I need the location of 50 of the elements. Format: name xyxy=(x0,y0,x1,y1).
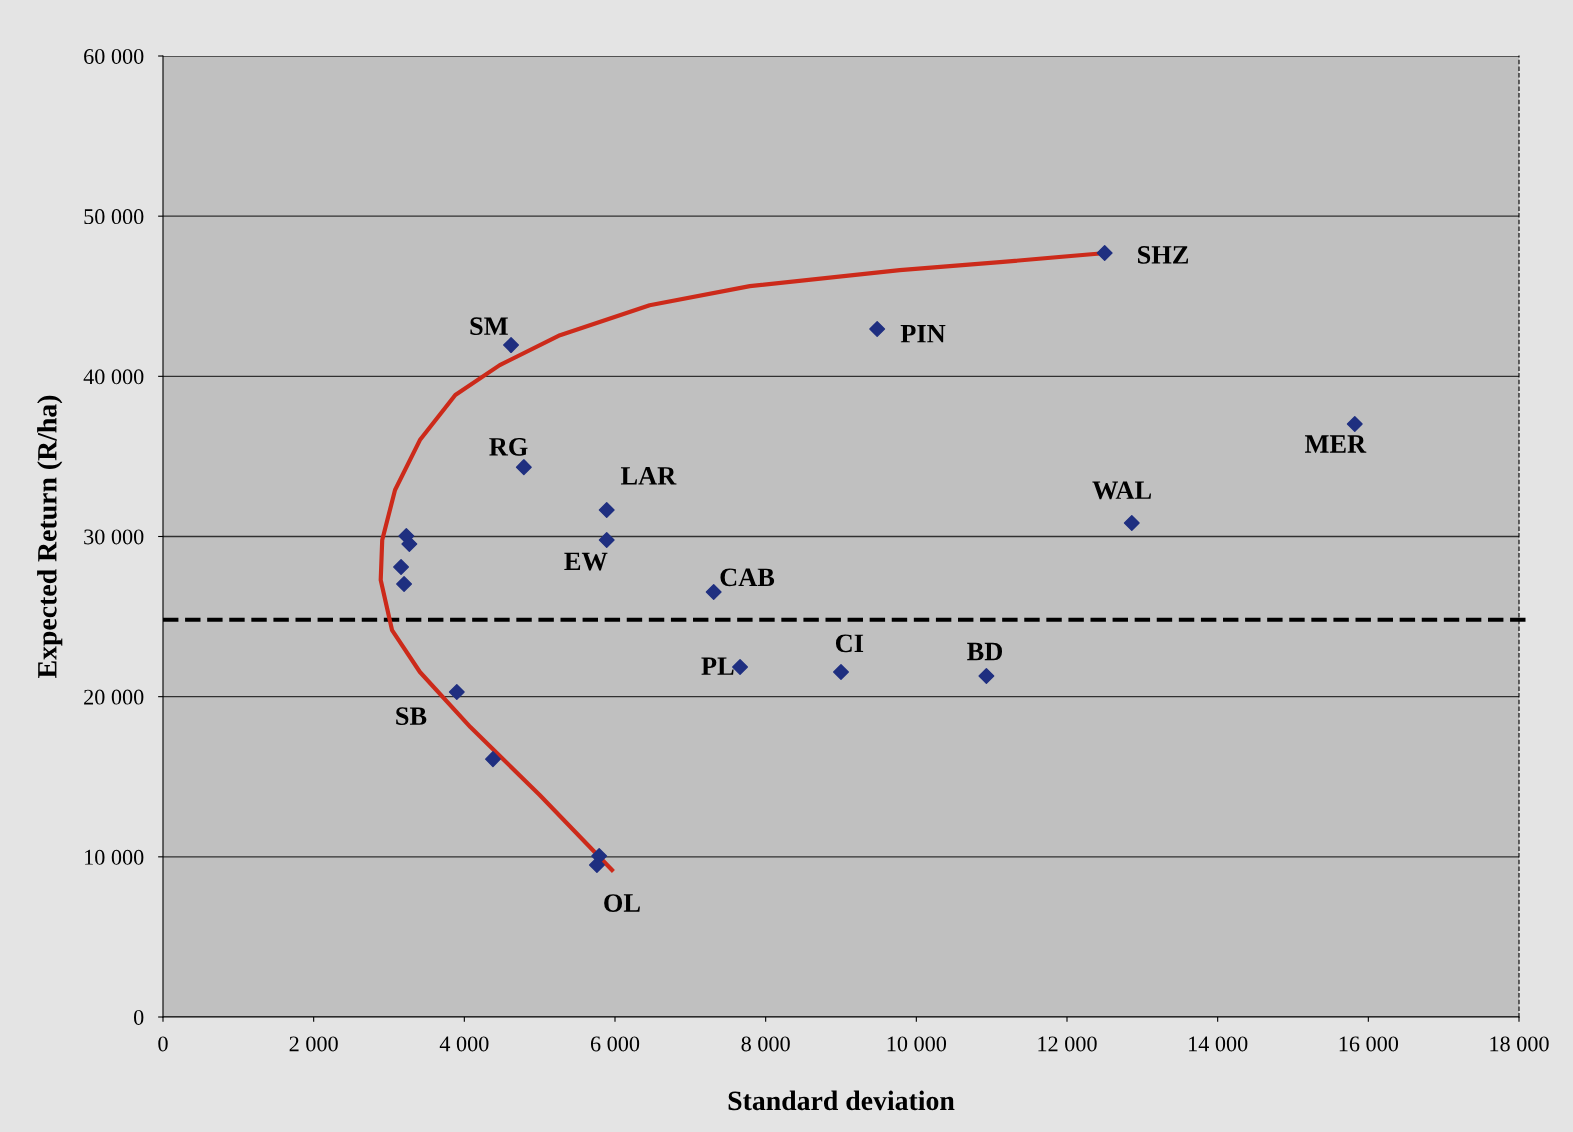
point xyxy=(705,584,722,601)
point xyxy=(503,337,520,354)
point xyxy=(393,559,410,576)
point xyxy=(448,684,465,701)
y-tick-label: 30 000 xyxy=(84,529,144,545)
annotation: EW xyxy=(564,552,608,571)
point xyxy=(598,502,615,519)
y-tick-label: 50 000 xyxy=(84,209,144,225)
x-tick-label: 2 000 xyxy=(289,1036,338,1052)
point xyxy=(978,668,995,684)
x-tick-label: 8 000 xyxy=(741,1036,790,1052)
point xyxy=(1096,245,1113,261)
annotation: BD xyxy=(967,642,1003,661)
point xyxy=(1123,515,1140,532)
x-tick-label: 6 000 xyxy=(590,1036,640,1052)
y-axis-title: Expected Return (R/ha) xyxy=(37,395,63,678)
point xyxy=(396,576,413,593)
y-tick-label: 10 000 xyxy=(85,849,144,865)
y-tick-label: 0 xyxy=(133,1009,144,1025)
annotation: SB xyxy=(396,707,427,726)
x-tick-label: 16 000 xyxy=(1339,1036,1399,1052)
point xyxy=(515,459,532,476)
y-tick-label: 60 000 xyxy=(84,48,144,64)
x-tick-label: 18 000 xyxy=(1490,1036,1549,1052)
annotation: SM xyxy=(470,317,508,336)
annotation: PL xyxy=(701,657,734,675)
point xyxy=(401,536,418,553)
x-tick-label: 10 000 xyxy=(887,1036,947,1052)
annotation: PIN xyxy=(900,325,946,343)
annotation: CI xyxy=(835,634,864,653)
point xyxy=(484,751,501,768)
annotation: SHZ xyxy=(1138,246,1189,264)
x-tick-label: 0 xyxy=(158,1036,168,1052)
x-tick-label: 4 000 xyxy=(439,1036,489,1052)
y-tick-label: 20 000 xyxy=(84,689,144,705)
annotation: OL xyxy=(604,894,640,912)
y-tick-label: 40 000 xyxy=(83,369,144,385)
annotation: WAL xyxy=(1092,481,1152,500)
annotation: LAR xyxy=(620,467,677,485)
point xyxy=(1346,416,1363,433)
point xyxy=(588,857,605,873)
point xyxy=(598,532,615,549)
annotation: MER xyxy=(1304,435,1367,453)
annotation: CAB xyxy=(720,568,775,587)
x-tick-label: 12 000 xyxy=(1038,1036,1097,1052)
point xyxy=(833,664,849,680)
annotation: RG xyxy=(489,437,528,456)
x-tick-label: 14 000 xyxy=(1189,1036,1248,1052)
x-axis-title: Standard deviation xyxy=(728,1090,955,1111)
point xyxy=(869,321,886,338)
